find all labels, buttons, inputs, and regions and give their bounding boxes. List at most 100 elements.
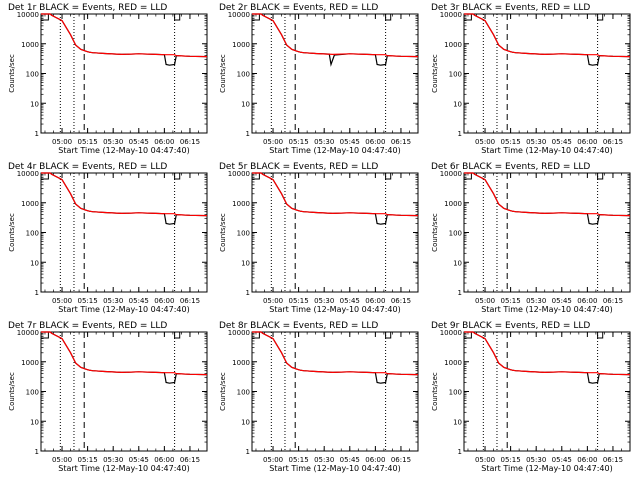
detector-panel: Det 1r BLACK = Events, RED = LLD 1 10 100 10…: [8, 3, 208, 155]
interval-bracket: [597, 173, 604, 180]
x-tick-label: 05:00: [475, 297, 495, 305]
events-series-line: [252, 331, 419, 384]
x-tick-label: 06:00: [365, 456, 385, 464]
y-axis-label: Counts/sec: [8, 213, 16, 252]
interval-bracket: [174, 173, 181, 180]
x-tick-label: 06:15: [603, 297, 623, 305]
y-tick-label: 100: [237, 389, 250, 397]
y-axis-label: Counts/sec: [431, 54, 439, 93]
detector-panel: Det 3r BLACK = Events, RED = LLD 1 10 100 10…: [431, 3, 631, 155]
y-tick-label: 1: [35, 289, 39, 297]
x-tick-label: 06:15: [180, 138, 200, 146]
panel-title: Det 8r BLACK = Events, RED = LLD: [219, 321, 378, 331]
detector-panel: Det 6r BLACK = Events, RED = LLD 1 10 100 10…: [431, 162, 631, 314]
lld-series-line: [464, 13, 631, 58]
x-axis-label: Start Time (12-May-10 04:47:40): [269, 464, 400, 473]
plot-frame: [251, 13, 419, 134]
interval-bracket: [40, 332, 49, 339]
x-tick-label: 06:00: [577, 138, 597, 146]
y-tick-label: 1: [246, 130, 250, 138]
interval-bracket: [463, 332, 472, 339]
x-tick-label: 05:00: [475, 138, 495, 146]
x-tick-label: 05:30: [314, 138, 334, 146]
panel-title: Det 4r BLACK = Events, RED = LLD: [8, 162, 167, 172]
y-tick-label: 1000: [444, 359, 462, 367]
x-tick-label: 06:15: [391, 297, 411, 305]
x-tick-label: 05:15: [289, 456, 309, 464]
y-tick-label: 100: [26, 71, 39, 79]
y-axis-label: Counts/sec: [8, 54, 16, 93]
panel-title: Det 6r BLACK = Events, RED = LLD: [431, 162, 590, 172]
y-tick-label: 1000: [21, 41, 39, 49]
x-tick-label: 05:00: [475, 456, 495, 464]
x-tick-label: 05:45: [552, 297, 572, 305]
x-tick-label: 06:00: [154, 456, 174, 464]
events-series-line: [41, 172, 208, 225]
x-tick-label: 05:30: [103, 297, 123, 305]
lld-series-line: [464, 172, 631, 217]
x-tick-label: 05:00: [52, 297, 72, 305]
x-axis-label: Start Time (12-May-10 04:47:40): [481, 305, 612, 314]
panel-title: Det 3r BLACK = Events, RED = LLD: [431, 3, 590, 13]
y-tick-label: 100: [26, 389, 39, 397]
y-tick-label: 10: [30, 100, 39, 108]
y-axis-label: Counts/sec: [219, 213, 227, 252]
panel-title: Det 1r BLACK = Events, RED = LLD: [8, 3, 167, 13]
plot-frame: [463, 331, 631, 452]
lld-series-line: [41, 331, 208, 376]
x-tick-label: 05:30: [314, 456, 334, 464]
y-tick-label: 10000: [228, 11, 250, 19]
x-tick-label: 06:15: [391, 138, 411, 146]
detector-panel: Det 4r BLACK = Events, RED = LLD 1 10 100 10…: [8, 162, 208, 314]
interval-bracket: [40, 14, 49, 21]
y-tick-label: 1: [246, 448, 250, 456]
interval-bracket: [385, 14, 392, 21]
x-tick-label: 05:30: [103, 138, 123, 146]
x-tick-label: 05:15: [78, 138, 98, 146]
interval-bracket: [463, 14, 472, 21]
y-tick-label: 100: [26, 230, 39, 238]
x-axis-label: Start Time (12-May-10 04:47:40): [269, 146, 400, 155]
x-tick-label: 06:00: [154, 297, 174, 305]
y-tick-label: 10000: [228, 170, 250, 178]
interval-bracket: [40, 173, 49, 180]
y-tick-label: 100: [449, 71, 462, 79]
x-axis-label: Start Time (12-May-10 04:47:40): [269, 305, 400, 314]
x-tick-label: 05:15: [78, 456, 98, 464]
x-tick-label: 05:00: [52, 138, 72, 146]
y-tick-label: 10: [30, 259, 39, 267]
y-tick-label: 10: [453, 259, 462, 267]
panel-title: Det 5r BLACK = Events, RED = LLD: [219, 162, 378, 172]
interval-bracket: [463, 173, 472, 180]
x-tick-label: 06:00: [577, 297, 597, 305]
x-tick-label: 05:15: [501, 456, 521, 464]
events-series-line: [252, 13, 419, 67]
y-axis-label: Counts/sec: [219, 372, 227, 411]
x-tick-label: 05:45: [129, 297, 149, 305]
interval-bracket: [174, 14, 181, 21]
lld-series-line: [252, 172, 419, 217]
y-tick-label: 10: [241, 418, 250, 426]
x-tick-label: 06:15: [180, 297, 200, 305]
y-tick-label: 1000: [232, 359, 250, 367]
interval-bracket: [174, 332, 181, 339]
x-tick-label: 05:00: [263, 456, 283, 464]
y-tick-label: 1000: [21, 359, 39, 367]
events-series-line: [41, 13, 208, 66]
panel-title: Det 2r BLACK = Events, RED = LLD: [219, 3, 378, 13]
x-tick-label: 05:15: [289, 297, 309, 305]
panel-title: Det 7r BLACK = Events, RED = LLD: [8, 321, 167, 331]
x-tick-label: 06:00: [154, 138, 174, 146]
x-tick-label: 06:15: [603, 138, 623, 146]
lld-series-line: [252, 331, 419, 376]
lld-series-line: [41, 172, 208, 217]
y-tick-label: 10: [453, 418, 462, 426]
events-series-line: [252, 172, 419, 225]
x-tick-label: 05:30: [103, 456, 123, 464]
y-tick-label: 100: [237, 230, 250, 238]
y-tick-label: 1000: [444, 41, 462, 49]
x-tick-label: 05:45: [129, 138, 149, 146]
x-tick-label: 06:00: [365, 138, 385, 146]
y-tick-label: 1000: [21, 200, 39, 208]
y-tick-label: 10: [453, 100, 462, 108]
